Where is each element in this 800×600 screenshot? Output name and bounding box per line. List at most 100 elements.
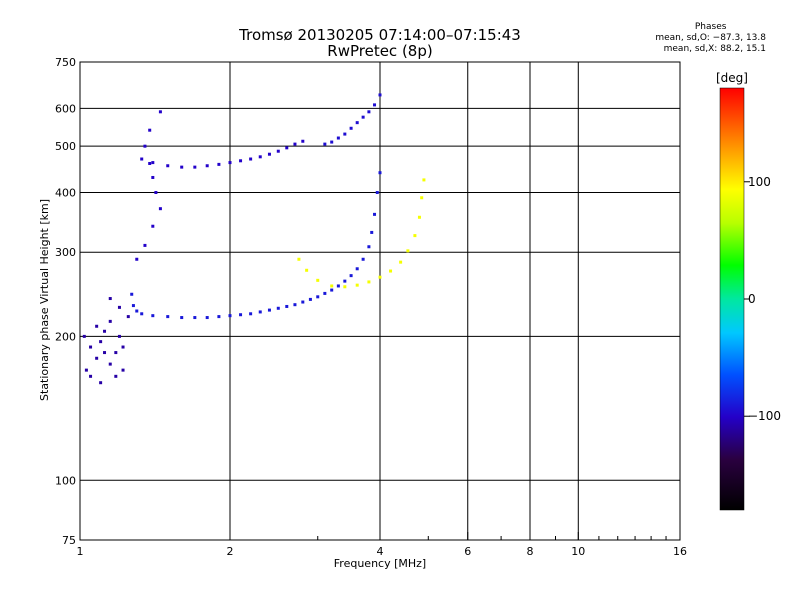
- data-point: [316, 278, 320, 282]
- data-point: [239, 313, 243, 317]
- x-tick-label: 8: [527, 545, 534, 558]
- data-point: [82, 334, 86, 338]
- data-point: [99, 381, 103, 385]
- data-point: [343, 279, 347, 283]
- data-point: [378, 93, 382, 97]
- data-point: [316, 295, 320, 299]
- data-point: [148, 161, 152, 165]
- data-point: [378, 171, 382, 175]
- data-point: [276, 306, 280, 310]
- data-point: [143, 243, 147, 247]
- data-point: [151, 224, 155, 228]
- data-point: [151, 161, 155, 165]
- data-point: [422, 178, 426, 182]
- data-point: [413, 234, 417, 238]
- data-point: [305, 268, 309, 272]
- data-point: [103, 351, 107, 355]
- data-point: [135, 257, 139, 261]
- data-point: [249, 157, 253, 161]
- data-point: [140, 157, 144, 161]
- data-point: [349, 126, 353, 130]
- data-point: [373, 212, 377, 216]
- data-point: [180, 165, 184, 169]
- phase-statistics-x-mode: mean, sd,X: 88.2, 15.1: [663, 44, 766, 54]
- data-point: [158, 110, 162, 114]
- chart-title: Tromsø 20130205 07:14:00–07:15:43: [239, 26, 521, 44]
- data-point: [293, 303, 297, 307]
- y-axis-label: Stationary phase Virtual Height [km]: [38, 199, 51, 401]
- data-point: [373, 103, 377, 107]
- y-tick-label: 200: [55, 330, 76, 343]
- data-point: [361, 257, 365, 261]
- data-point: [217, 315, 221, 319]
- data-point: [285, 146, 289, 150]
- data-point: [114, 351, 118, 355]
- data-point: [267, 308, 271, 312]
- data-point: [258, 155, 262, 159]
- data-point: [343, 285, 347, 289]
- y-tick-label: 300: [55, 246, 76, 259]
- data-point: [108, 297, 112, 301]
- x-tick-label: 10: [571, 545, 585, 558]
- data-point: [378, 275, 382, 279]
- data-point: [367, 110, 371, 114]
- x-tick-label: 2: [227, 545, 234, 558]
- data-point: [154, 190, 158, 194]
- colorbar: [719, 87, 745, 511]
- y-tick-label: 75: [62, 534, 76, 547]
- data-point: [343, 132, 347, 136]
- y-tick-label: 600: [55, 102, 76, 115]
- data-point: [95, 324, 99, 328]
- data-point: [228, 314, 232, 318]
- data-point: [249, 312, 253, 316]
- colorbar-label: [deg]: [716, 71, 748, 85]
- data-point: [330, 140, 334, 144]
- data-point: [108, 362, 112, 366]
- data-point: [336, 136, 340, 140]
- data-point: [308, 297, 312, 301]
- data-point: [297, 257, 301, 261]
- data-point: [267, 152, 271, 156]
- data-point: [121, 368, 125, 372]
- chart-subtitle: RwPretec (8p): [327, 42, 433, 60]
- data-point: [180, 316, 184, 320]
- x-tick-label: 16: [673, 545, 687, 558]
- phase-statistics-heading: Phases: [694, 22, 727, 32]
- data-point: [301, 139, 305, 143]
- data-point: [228, 161, 232, 165]
- data-point: [355, 267, 359, 271]
- data-point: [301, 300, 305, 304]
- colorbar-tick-label: 0: [748, 292, 756, 306]
- plot-frame: [79, 61, 681, 541]
- data-point: [323, 291, 327, 295]
- data-point: [143, 144, 147, 148]
- axis-ticks: 1 2 4 6 8 10 16 75 100 200 300 400 500 600 750: [55, 56, 687, 558]
- data-point: [126, 315, 130, 319]
- data-point: [193, 165, 197, 169]
- data-point: [151, 314, 155, 318]
- data-point: [349, 274, 353, 278]
- phase-statistics-o-mode: mean, sd,O: −87.3, 13.8: [655, 33, 766, 43]
- data-point: [117, 305, 121, 309]
- data-point: [276, 149, 280, 153]
- data-point: [140, 312, 144, 316]
- data-point: [130, 292, 134, 296]
- colorbar-tick-label: 100: [748, 175, 771, 189]
- data-point: [417, 215, 421, 219]
- colorbar-tick-label: −100: [748, 409, 781, 423]
- data-point: [166, 315, 170, 319]
- data-point: [121, 345, 125, 349]
- data-point: [330, 288, 334, 292]
- data-point: [135, 309, 139, 313]
- y-tick-label: 750: [55, 56, 76, 69]
- data-point: [158, 207, 162, 211]
- data-point: [193, 316, 197, 320]
- x-tick-label: 6: [464, 545, 471, 558]
- data-point: [406, 249, 410, 253]
- data-point: [205, 316, 209, 320]
- data-point: [367, 245, 371, 249]
- data-point: [99, 340, 103, 344]
- data-point: [367, 280, 371, 284]
- data-point: [151, 175, 155, 179]
- data-point: [330, 284, 334, 288]
